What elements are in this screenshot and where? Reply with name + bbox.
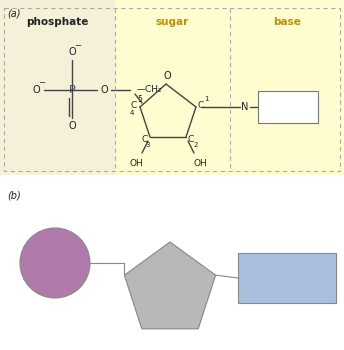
Text: P: P [68,85,75,95]
Bar [0,0,115,175]
Text: OH: OH [129,159,143,168]
Text: C: C [131,100,137,110]
Text: (b): (b) [7,190,21,200]
Text: 4: 4 [130,110,134,116]
Text: 5: 5 [137,96,142,105]
Text: −: − [75,42,82,50]
Text: OH: OH [193,159,207,168]
Text: 2: 2 [194,142,198,148]
Text: —CH₂: —CH₂ [137,85,163,94]
Text: O: O [68,121,76,131]
Text: C: C [188,134,194,144]
Text: O: O [68,47,76,57]
Bar [230,0,344,175]
Text: 1: 1 [204,96,208,102]
Text: O: O [100,85,108,95]
Text: 3: 3 [146,142,150,148]
Text: N: N [241,102,249,112]
Bar [258,91,318,123]
Text: sugar: sugar [155,17,189,27]
Polygon shape [124,242,216,329]
Text: C: C [198,102,204,111]
Bar [238,253,336,303]
Circle shape [20,228,90,298]
Text: (a): (a) [7,9,21,19]
Text: C: C [142,134,148,144]
Text: −: − [39,78,45,88]
Text: base: base [273,17,301,27]
Text: O: O [32,85,40,95]
Text: phosphate: phosphate [26,17,88,27]
Bar [115,0,230,175]
Text: O: O [163,71,171,81]
